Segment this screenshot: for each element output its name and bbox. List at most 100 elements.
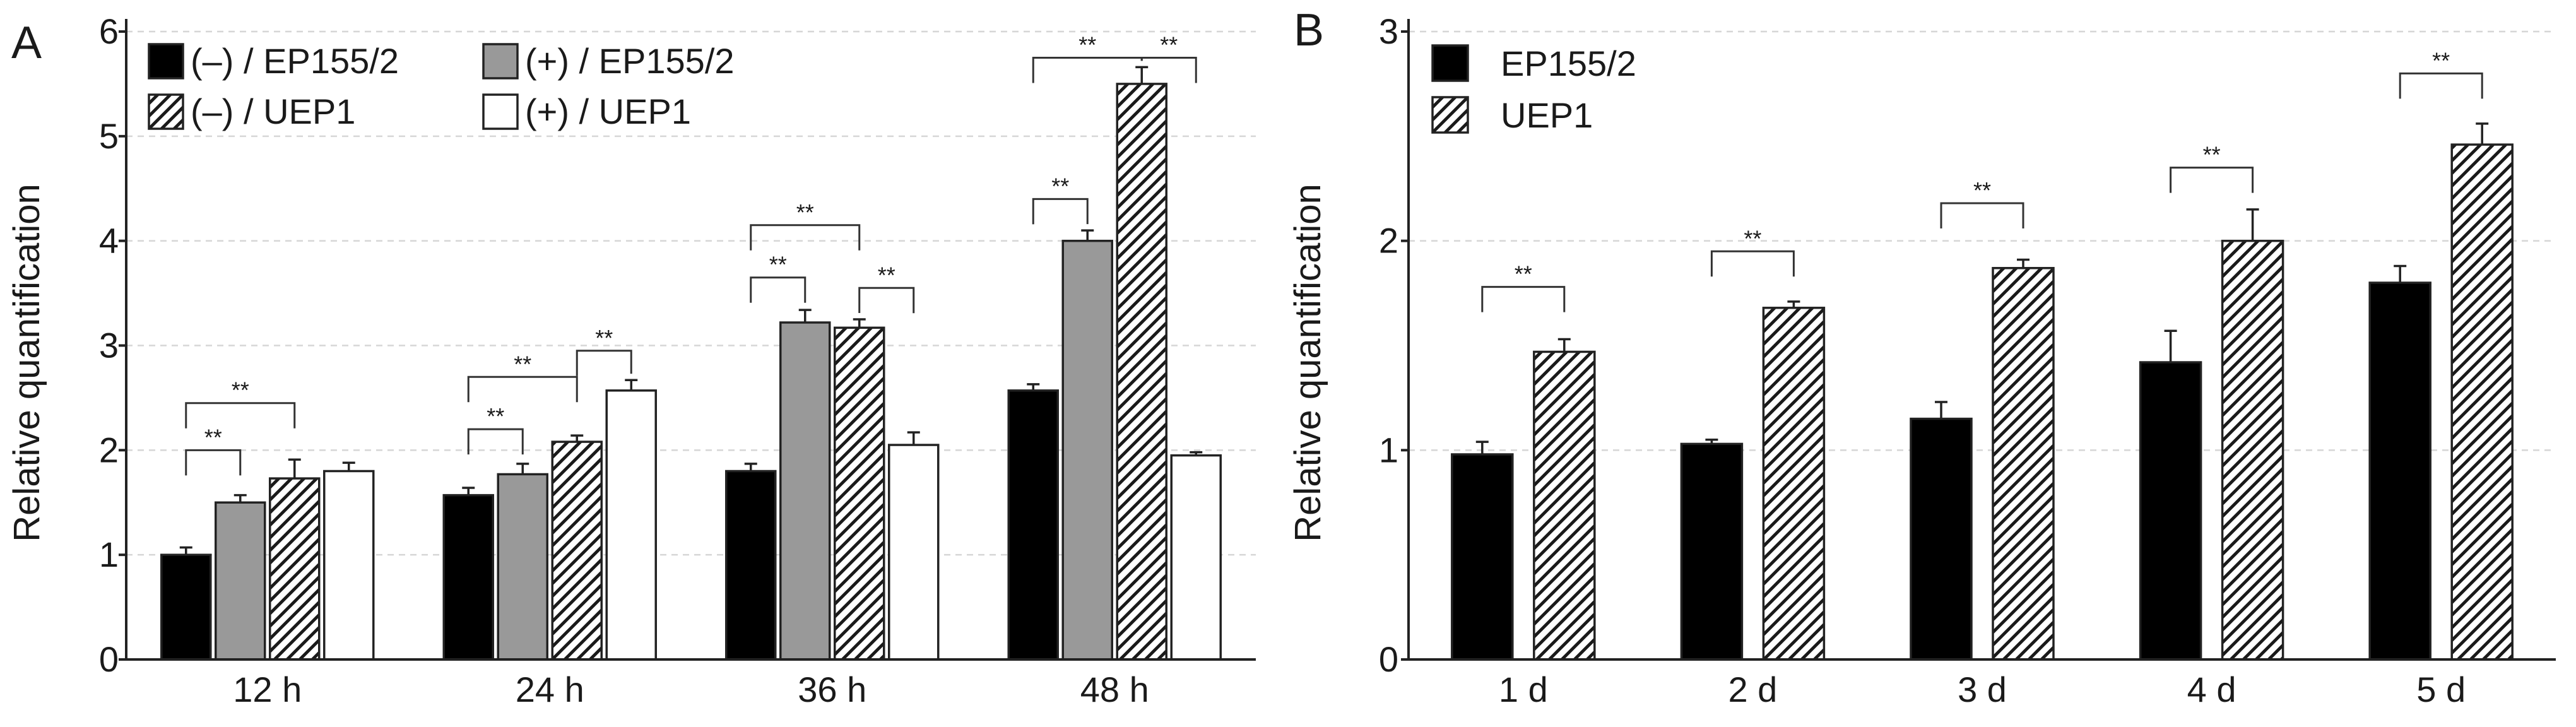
y-tick-label-a-5: 5 [99,116,119,156]
legend-label-ep155: EP155/2 [1501,44,1636,83]
significance-label-a-5: ** [769,252,787,278]
significance-bracket-b-3 [2170,167,2254,193]
significance-label-a-0: ** [204,424,222,450]
bar-b-uep1-4 [2450,143,2514,661]
significance-label-b-2: ** [1973,177,1991,203]
y-tick-label-a-1: 1 [99,535,119,574]
significance-label-b-4: ** [2432,47,2450,73]
x-tick-label-a-2: 36 h [798,670,866,709]
legend-swatch-neg-ep155 [148,43,184,80]
error-bar-a-neg_ep155-0 [179,546,192,555]
error-bar-a-neg_uep1-1 [570,434,584,442]
bar-b-uep1-2 [1992,267,2055,661]
bar-a-neg_uep1-1 [551,440,603,661]
bar-a-neg_uep1-0 [269,477,321,661]
significance-bracket-b-1 [1710,250,1795,277]
legend-label-uep1: UEP1 [1501,95,1593,135]
significance-label-a-10: ** [1160,32,1178,57]
bar-b-uep1-0 [1533,350,1596,661]
significance-bracket-a-7 [858,287,915,314]
significance-bracket-a-2 [467,428,524,455]
legend-b: EP155/2 UEP1 [1431,44,1636,135]
x-tick-label-a-0: 12 h [233,670,302,709]
bar-a-pos_ep155-2 [779,321,831,661]
bar-b-uep1-3 [2221,239,2284,661]
bar-b-ep155-0 [1451,453,1514,661]
bar-a-neg_uep1-2 [834,326,885,661]
error-bar-b-ep155-1 [1705,439,1718,444]
significance-bracket-a-6 [750,224,861,251]
significance-label-a-6: ** [796,199,814,225]
x-tick-label-b-0: 1 d [1499,670,1548,709]
x-tick-label-a-3: 48 h [1080,670,1149,709]
chart-b: B Relative quantification ** ** ** ** ** 0 1 2… [1287,5,2556,709]
significance-label-a-2: ** [487,403,504,429]
y-tick-label-b-0: 0 [1379,639,1398,679]
significance-label-b-1: ** [1744,225,1761,251]
error-bar-b-uep1-3 [2246,208,2259,241]
bar-a-neg_ep155-0 [160,553,212,661]
y-tick-label-a-0: 0 [99,639,119,679]
y-tick-label-a-4: 4 [99,221,119,261]
y-tick-label-b-3: 3 [1379,11,1398,51]
significance-label-a-8: ** [1051,173,1069,199]
significance-bracket-a-0 [185,449,242,476]
error-bar-a-pos_uep1-3 [1190,451,1203,456]
significance-bracket-a-9 [1032,56,1143,83]
legend-swatch-ep155 [1431,44,1469,82]
bar-a-pos_ep155-3 [1061,239,1113,661]
error-bar-a-pos_ep155-0 [233,494,247,503]
y-axis-label-b: Relative quantification [1287,184,1328,541]
significance-bracket-a-10 [1140,56,1197,83]
significance-label-a-4: ** [595,325,613,351]
panel-letter-b: B [1294,5,1324,56]
bar-b-ep155-3 [2139,361,2202,661]
bar-a-pos_uep1-3 [1170,454,1222,661]
error-bar-b-ep155-2 [1935,401,1947,419]
legend-swatch-pos-ep155 [482,43,519,80]
significance-bracket-a-3 [467,375,578,403]
error-bar-a-pos_ep155-1 [516,463,529,475]
y-tick-label-a-6: 6 [99,11,119,51]
panel-letter-a: A [11,18,42,68]
x-tick-label-b-3: 4 d [2187,670,2236,709]
legend-swatch-neg-uep1 [148,93,184,130]
x-tick-label-b-2: 3 d [1958,670,2007,709]
significance-label-b-0: ** [1515,261,1532,287]
bar-b-uep1-1 [1762,307,1826,661]
legend-label-neg-ep155: (–) / EP155/2 [191,41,399,81]
significance-label-a-9: ** [1078,32,1096,57]
bar-a-pos_ep155-1 [497,473,548,661]
error-bar-a-pos_ep155-3 [1081,229,1094,241]
legend-swatch-uep1 [1431,96,1469,134]
legend-label-pos-uep1: (+) / UEP1 [525,92,691,131]
error-bar-b-uep1-4 [2476,122,2489,145]
error-bar-a-neg_ep155-1 [462,487,475,495]
bar-b-ep155-4 [2368,281,2431,661]
significance-bracket-a-5 [750,276,806,303]
bar-a-pos_uep1-1 [605,389,657,661]
error-bar-a-neg_uep1-2 [853,318,866,328]
error-bar-a-pos_uep1-2 [907,431,920,446]
bar-a-pos_uep1-2 [888,444,940,661]
y-tick-label-b-2: 2 [1379,221,1398,261]
bar-a-neg_ep155-1 [442,494,494,661]
error-bar-a-neg_ep155-2 [744,463,757,471]
bar-a-pos_ep155-0 [215,501,266,661]
significance-bracket-a-8 [1032,198,1089,225]
significance-bracket-b-4 [2399,72,2483,99]
x-tick-label-a-1: 24 h [516,670,584,709]
error-bar-b-ep155-3 [2164,329,2177,363]
error-bar-a-pos_uep1-1 [625,379,638,391]
y-axis-label-a: Relative quantification [6,184,47,541]
y-tick-label-b-1: 1 [1379,430,1398,470]
bar-b-ep155-2 [1910,417,1973,661]
bar-a-neg_ep155-3 [1007,389,1059,661]
error-bar-a-neg_uep1-3 [1135,66,1149,84]
legend-swatch-pos-uep1 [482,93,519,130]
x-tick-label-b-1: 2 d [1728,670,1777,709]
significance-bracket-a-4 [576,350,632,376]
legend-label-neg-uep1: (–) / UEP1 [191,92,355,131]
significance-label-a-1: ** [232,377,249,403]
